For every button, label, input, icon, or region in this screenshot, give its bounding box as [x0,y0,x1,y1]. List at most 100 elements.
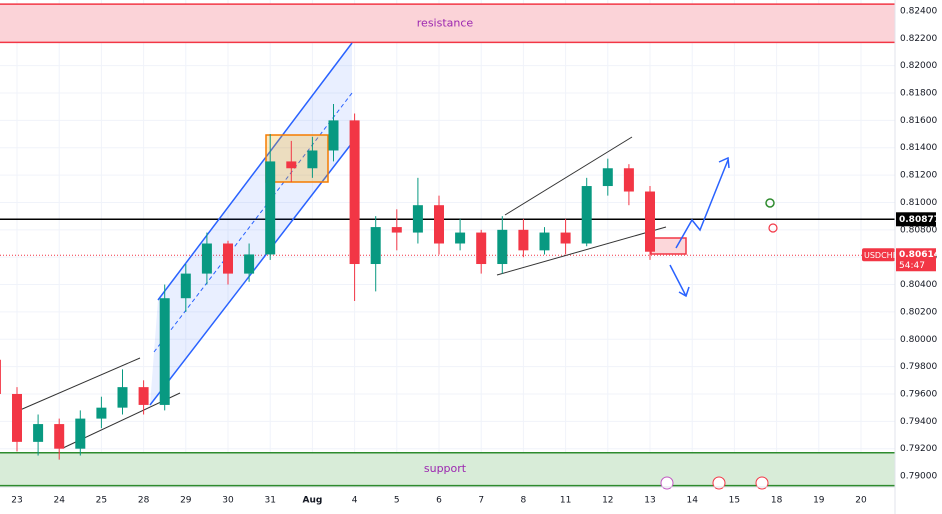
x-tick-label: 8 [521,496,527,506]
body [560,232,571,244]
x-tick-label: 13 [644,496,655,506]
grid [0,0,895,487]
arrow-head [678,286,690,298]
x-tick-label: 5 [394,496,400,506]
x-tick-label: 31 [264,496,275,506]
channel-line [157,42,353,301]
x-tick-label: 25 [96,496,107,506]
channel-mid [153,92,353,353]
y-tick-label: 0.81600 [900,116,937,126]
arrow-head [718,156,730,169]
body [645,191,655,252]
y-tick-label: 0.79800 [900,362,937,372]
body [412,205,423,233]
y-tick-label: 0.80800 [900,225,937,235]
countdown: 54:47 [899,261,925,271]
body [434,205,444,244]
marker [768,223,778,233]
x-tick-label: 7 [478,496,484,506]
body [391,227,402,233]
y-tick-label: 0.82000 [900,61,937,71]
drawings [19,42,778,490]
x-tick-label: 24 [53,496,65,506]
x-tick-label: 15 [729,496,740,506]
x-tick-label: 19 [813,496,825,506]
y-tick-label: 0.81400 [900,143,937,153]
zone [0,4,895,43]
trend-line [504,136,633,216]
x-tick-label: 6 [436,496,442,506]
body [96,407,107,419]
y-tick-label: 0.79200 [900,444,937,454]
body [244,254,255,274]
x-tick-label: 11 [560,496,571,506]
x-tick-label: 4 [352,496,358,506]
y-tick-label: 0.82200 [900,34,937,44]
body [349,120,360,265]
body [328,120,339,151]
trend-line [19,357,141,411]
x-tick-label: 14 [686,496,698,506]
x-tick-label: 29 [180,496,192,506]
x-tick-label: 30 [222,496,234,506]
marker [765,198,775,208]
zones: resistance support [0,3,895,487]
body [518,229,529,251]
y-tick-label: 0.82400 [900,6,937,16]
body [265,161,276,255]
body [581,186,592,244]
body [307,150,318,169]
symbol-tag [862,248,895,262]
x-tick-label: 20 [855,496,867,506]
event-icon[interactable] [712,476,726,490]
zone-label: support [424,462,467,475]
price-tag [896,248,936,272]
channel-line [149,142,353,406]
body [12,393,22,442]
body [201,243,212,274]
y-tick-label: 0.81000 [900,198,937,208]
x-tick-label: Aug [302,496,322,506]
y-tick-label: 0.79600 [900,389,937,399]
axes: 0.82400 0.82200 0.82000 0.81800 0.81600 0.814… [11,6,940,505]
x-tick-label: 23 [11,496,22,506]
body [476,232,487,265]
body [0,359,1,394]
symbol-label: USDCHF [864,251,898,260]
x-tick-label: 18 [771,496,783,506]
x-tick-label: 12 [602,496,613,506]
body [75,418,86,449]
event-icon[interactable] [660,476,674,490]
y-tick-label: 0.80200 [900,307,937,317]
x-tick-label: 28 [138,496,150,506]
level-tag [896,212,936,227]
candles [0,103,655,460]
y-tick-label: 0.81800 [900,89,937,99]
level-tag-label: 0.80877 [899,215,940,225]
body [117,387,128,408]
y-tick-label: 0.80400 [900,280,937,290]
body [138,387,149,405]
zone [0,452,895,486]
body [159,298,170,405]
body [602,168,613,187]
y-tick-label: 0.79400 [900,417,937,427]
body [623,168,634,192]
body [33,424,44,442]
body [54,424,65,449]
body [223,243,233,274]
arrow [675,159,729,249]
y-tick-label: 0.79000 [900,472,937,482]
y-tick-label: 0.80000 [900,335,937,345]
event-icon[interactable] [755,476,769,490]
body [370,227,381,265]
zone-label: resistance [417,16,474,29]
box [265,134,329,183]
channel-fill [150,43,352,405]
price-tag-label: 0.80614 [899,250,940,260]
body [455,232,466,244]
trend-line [496,226,667,276]
body [286,161,297,169]
